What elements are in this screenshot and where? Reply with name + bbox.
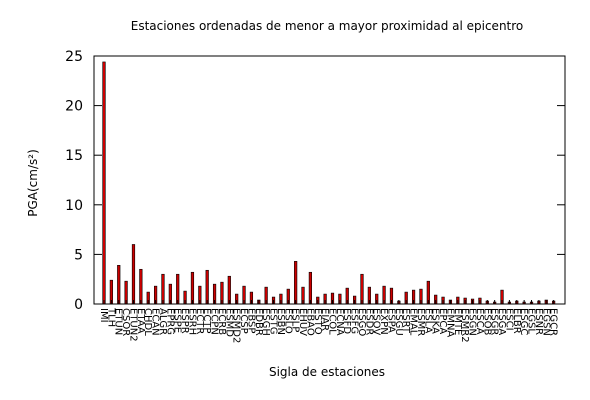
x-tick-label: EBAO (304, 308, 315, 336)
x-tick-label: EXPN (378, 308, 389, 335)
x-tick-label: ECTR (194, 308, 205, 334)
x-tick-label: EPRG (164, 308, 175, 335)
bar (131, 244, 136, 305)
bars-group (102, 61, 556, 305)
y-tick-label: 20 (65, 99, 83, 115)
x-tick-label: ESTG (268, 308, 279, 335)
x-tick-label: ESLA (422, 308, 433, 333)
y-tick-label: 15 (65, 148, 83, 164)
plot-frame (93, 55, 566, 305)
x-tick-label: ESGA (496, 308, 507, 335)
x-tick-label: ESGR (489, 308, 500, 335)
x-tick-label: IMI (98, 308, 109, 323)
x-tick-label: ESGN (467, 308, 478, 336)
bar (161, 273, 165, 305)
y-tick-label: 10 (65, 198, 83, 214)
x-tick-label: ESMD (223, 308, 234, 337)
y-tick-label: 0 (74, 297, 83, 313)
y-axis-label: PGA(cm/s²) (26, 149, 40, 217)
x-tick-label: ECNA (334, 308, 345, 336)
x-tick-label: ESGH (260, 308, 271, 336)
x-tick-label: ALGR (157, 308, 168, 335)
x-tick-label: ESPR (179, 308, 190, 334)
x-tick-label: EGSL (526, 308, 537, 334)
bar (360, 273, 364, 305)
x-axis-label: Sigla de estaciones (269, 365, 385, 379)
bar (117, 265, 121, 305)
x-tick-label: EHUV (297, 308, 308, 336)
x-tick-label: ECRB (216, 308, 227, 335)
x-tick-label: ESPE (172, 308, 183, 333)
bar (139, 268, 143, 305)
x-tick-label: TLH (105, 307, 116, 327)
x-tick-label: ESFG (349, 308, 360, 334)
x-tick-label: ELBR (511, 308, 522, 334)
x-tick-label: EPCA (437, 308, 448, 334)
x-tick-label: ETUN2 (127, 308, 138, 342)
x-tick-label: ESGO (356, 308, 367, 336)
bar (102, 61, 106, 305)
x-tick-label: ESLO (282, 308, 293, 334)
x-tick-label: ESDR (363, 308, 374, 335)
y-tick-label: 5 (74, 247, 83, 263)
x-tick-label: ESCA (474, 308, 485, 335)
bar (190, 271, 195, 305)
y-axis-ticks: 0 5 10 15 20 25 (65, 49, 565, 313)
x-tick-label: EBSP (245, 308, 256, 333)
x-tick-label: ECTP (201, 308, 212, 333)
x-tick-label: ESBN (275, 308, 286, 335)
y-tick-label: 25 (65, 49, 83, 65)
x-tick-label: ESRH (186, 308, 197, 335)
x-tick-label: ESRT (400, 308, 411, 334)
x-tick-label: ECPN (209, 308, 220, 335)
x-tick-label: EGCR (548, 308, 559, 336)
x-axis-ticks: IMITLHETUNCSORETUN2ETAACHDLECANALGREPRGE… (98, 300, 559, 343)
x-tick-label: ETUN (113, 308, 124, 335)
x-tick-label: ESMR2 (459, 308, 470, 343)
x-tick-label: ESPA (385, 308, 396, 333)
x-tick-label: ESOV (371, 308, 382, 335)
x-tick-label: ESGU (393, 308, 404, 336)
x-tick-label: EIAR (319, 308, 330, 331)
x-tick-label: ECSP (238, 308, 249, 334)
bar (308, 271, 312, 305)
x-tick-label: ESOB (481, 308, 492, 336)
x-tick-label: ESCI (503, 308, 514, 331)
bar (227, 275, 231, 305)
x-tick-label: ESMD2 (231, 308, 242, 343)
x-tick-label: EMTE (452, 308, 463, 335)
x-tick-label: ESFD (341, 308, 352, 334)
x-tick-label: ETAA (135, 308, 146, 334)
x-tick-label: EDBR (253, 308, 264, 336)
x-tick-label: ESMR (415, 308, 426, 336)
x-tick-label: ECAN (150, 308, 161, 336)
chart-title: Estaciones ordenadas de menor a mayor pr… (131, 19, 524, 33)
x-tick-label: EMAL (408, 308, 419, 336)
bar (205, 269, 209, 305)
x-tick-label: ESKA (430, 308, 441, 334)
x-tick-label: CHDL (142, 308, 153, 336)
x-tick-label: EMNA (444, 308, 455, 337)
x-tick-label: EGSN (540, 308, 551, 336)
bar (294, 261, 298, 305)
x-tick-label: ESNR (533, 308, 544, 335)
x-tick-label: ESLP (290, 308, 301, 332)
x-tick-label: ESTO (312, 308, 323, 335)
x-tick-label: ESGC (518, 308, 529, 335)
x-tick-label: CSOR (120, 308, 131, 336)
bar (176, 273, 180, 305)
x-tick-label: ECOL (327, 308, 338, 335)
